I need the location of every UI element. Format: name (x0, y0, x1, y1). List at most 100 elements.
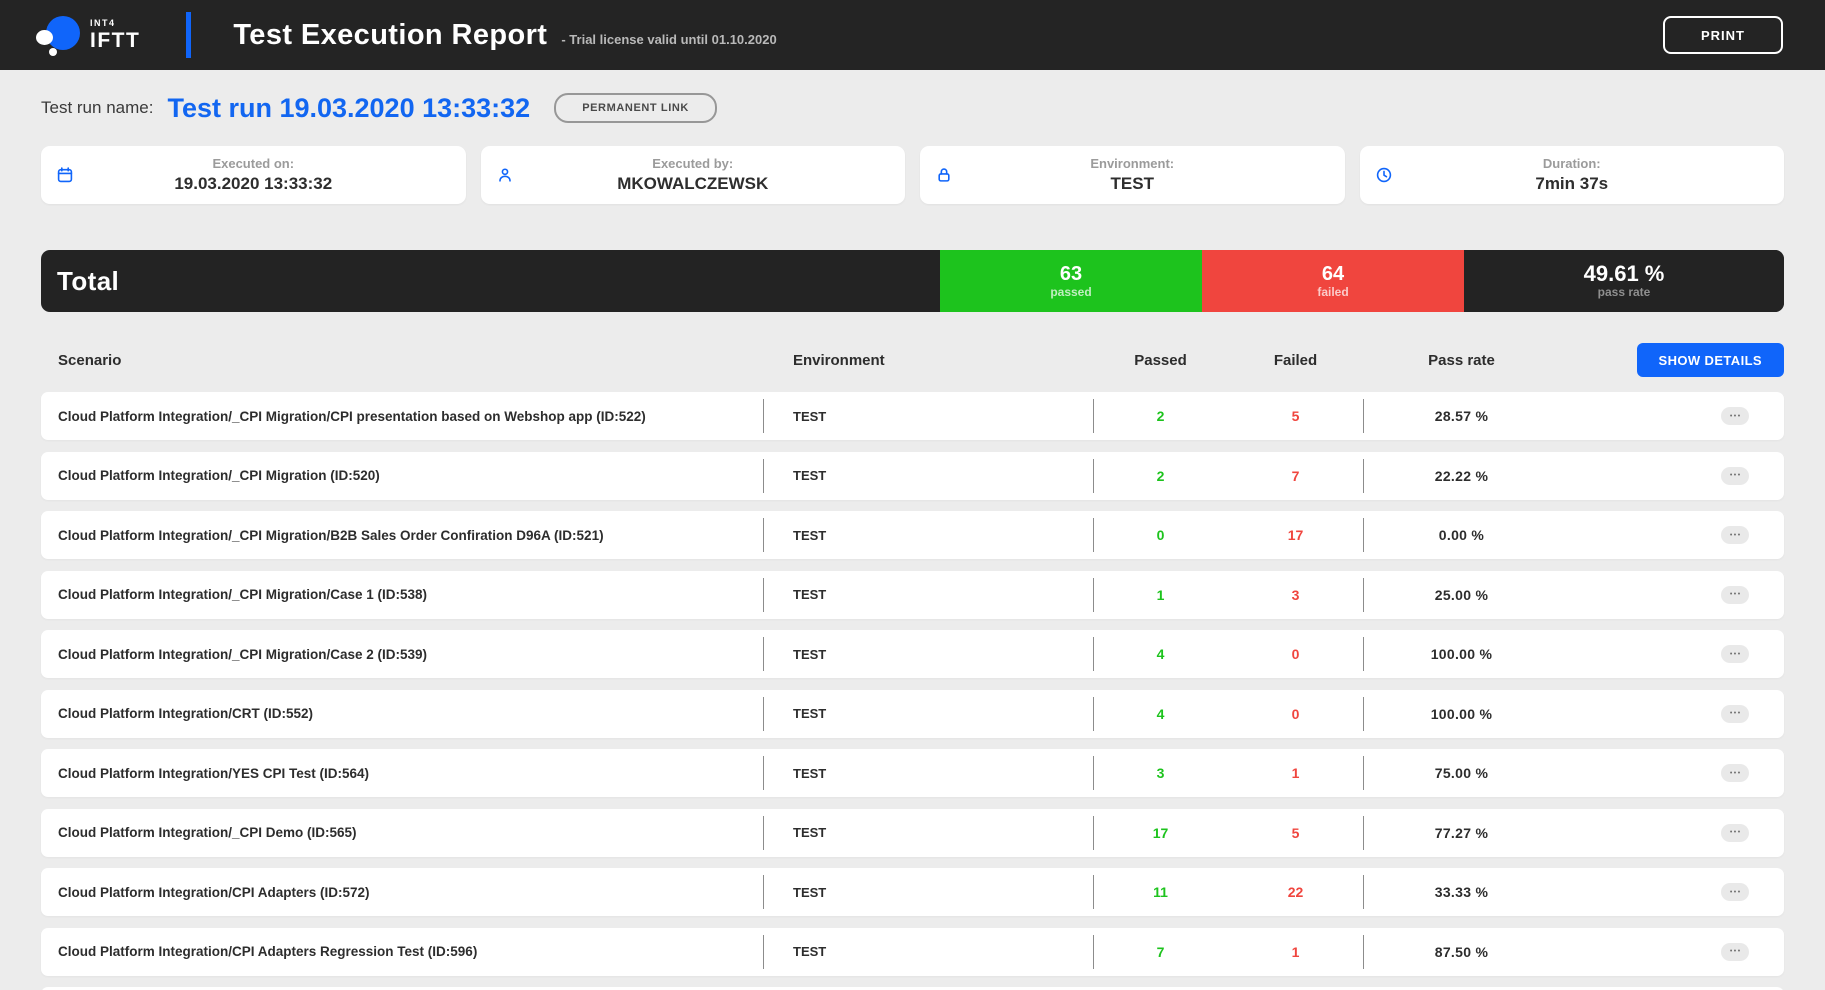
pass-rate-cell: 28.57 % (1363, 408, 1560, 424)
failed-cell: 5 (1228, 825, 1363, 841)
row-actions-button[interactable] (1721, 467, 1749, 485)
logo-white-circle (36, 30, 53, 45)
row-actions-button[interactable] (1721, 943, 1749, 961)
environment-column-header: Environment (763, 352, 1093, 369)
failed-cell: 7 (1228, 468, 1363, 484)
row-actions-button[interactable] (1721, 705, 1749, 723)
card-value: TEST (1111, 174, 1154, 194)
column-divider (763, 518, 764, 552)
total-failed-value: 64 (1322, 263, 1344, 285)
pass-rate-cell: 22.22 % (1363, 468, 1560, 484)
table-row: Cloud Platform Integration/_CPI Migratio… (41, 392, 1784, 440)
passed-cell: 7 (1093, 944, 1228, 960)
passed-cell: 3 (1093, 765, 1228, 781)
page-title: Test Execution Report (233, 19, 547, 52)
row-actions-button[interactable] (1721, 824, 1749, 842)
int4-blob-icon (36, 12, 80, 58)
column-divider (763, 637, 764, 671)
info-cards-row: Executed on: 19.03.2020 13:33:32 Execute… (41, 146, 1784, 204)
column-divider (1093, 399, 1094, 433)
row-actions-button[interactable] (1721, 407, 1749, 425)
row-actions-button[interactable] (1721, 883, 1749, 901)
table-row: Cloud Platform Integration/_CPI Migratio… (41, 511, 1784, 559)
table-row: Cloud Platform Integration/_CPI Migratio… (41, 452, 1784, 500)
failed-cell: 22 (1228, 884, 1363, 900)
print-button[interactable]: PRINT (1663, 16, 1783, 54)
passed-cell: 0 (1093, 527, 1228, 543)
card-label: Duration: (1543, 156, 1601, 171)
card-label: Executed on: (212, 156, 294, 171)
row-actions-button[interactable] (1721, 526, 1749, 544)
scenario-cell: Cloud Platform Integration/_CPI Demo (ID… (41, 825, 763, 840)
column-divider (763, 459, 764, 493)
permanent-link-button[interactable]: PERMANENT LINK (554, 93, 717, 123)
scenario-cell: Cloud Platform Integration/_CPI Migratio… (41, 468, 763, 483)
scenario-cell: Cloud Platform Integration/CRT (ID:552) (41, 706, 763, 721)
column-divider (763, 756, 764, 790)
pass-rate-cell: 25.00 % (1363, 587, 1560, 603)
failed-cell: 5 (1228, 408, 1363, 424)
failed-column-header: Failed (1228, 352, 1363, 369)
total-passed-value: 63 (1060, 263, 1082, 285)
total-pass-rate-value: 49.61 % (1584, 263, 1665, 285)
column-divider (763, 875, 764, 909)
total-pass-rate-label: pass rate (1598, 285, 1651, 300)
card-value: 7min 37s (1535, 174, 1608, 194)
column-divider (763, 578, 764, 612)
table-row: Cloud Platform Integration/YES CPI Test … (41, 749, 1784, 797)
scenario-cell: Cloud Platform Integration/_CPI Migratio… (41, 587, 763, 602)
scenario-column-header: Scenario (41, 352, 763, 369)
total-failed-segment: 64 failed (1202, 250, 1464, 312)
executed-by-card: Executed by: MKOWALCZEWSK (481, 146, 906, 204)
column-divider (1093, 518, 1094, 552)
failed-cell: 1 (1228, 765, 1363, 781)
column-divider (1363, 578, 1364, 612)
card-value: 19.03.2020 13:33:32 (174, 174, 332, 194)
table-row: Cloud Platform Integration/_CPI Migratio… (41, 630, 1784, 678)
column-divider (1363, 816, 1364, 850)
scenario-cell: Cloud Platform Integration/_CPI Migratio… (41, 409, 763, 424)
table-row: Cloud Platform Integration/CPI Adapters … (41, 928, 1784, 976)
column-divider (763, 697, 764, 731)
failed-cell: 1 (1228, 944, 1363, 960)
executed-on-card: Executed on: 19.03.2020 13:33:32 (41, 146, 466, 204)
show-details-button[interactable]: SHOW DETAILS (1637, 343, 1785, 377)
column-divider (1093, 756, 1094, 790)
environment-cell: TEST (763, 706, 1093, 721)
pass-rate-cell: 0.00 % (1363, 527, 1560, 543)
header-blue-divider (186, 12, 191, 58)
environment-cell: TEST (763, 766, 1093, 781)
environment-cell: TEST (763, 944, 1093, 959)
table-row: Cloud Platform Integration/CRT (ID:552) … (41, 690, 1784, 738)
passed-cell: 17 (1093, 825, 1228, 841)
column-divider (1093, 935, 1094, 969)
column-divider (1093, 459, 1094, 493)
test-run-name-row: Test run name: Test run 19.03.2020 13:33… (41, 90, 1784, 126)
pass-rate-cell: 33.33 % (1363, 884, 1560, 900)
table-row: Cloud Platform Integration/CPI Adapters … (41, 868, 1784, 916)
environment-cell: TEST (763, 587, 1093, 602)
pass-rate-cell: 77.27 % (1363, 825, 1560, 841)
scenario-cell: Cloud Platform Integration/CPI Adapters … (41, 885, 763, 900)
total-passed-label: passed (1050, 285, 1091, 300)
column-divider (1363, 935, 1364, 969)
row-actions-button[interactable] (1721, 645, 1749, 663)
row-actions-button[interactable] (1721, 586, 1749, 604)
column-divider (1093, 697, 1094, 731)
column-divider (1093, 637, 1094, 671)
total-failed-label: failed (1317, 285, 1348, 300)
calendar-icon (57, 167, 73, 183)
test-run-name-value: Test run 19.03.2020 13:33:32 (167, 93, 530, 124)
column-divider (1363, 875, 1364, 909)
failed-cell: 0 (1228, 646, 1363, 662)
scenario-table-body: Cloud Platform Integration/_CPI Migratio… (41, 392, 1784, 976)
logo-text: INT4 IFTT (90, 19, 140, 51)
scenario-cell: Cloud Platform Integration/CPI Adapters … (41, 944, 763, 959)
logo-brand-large: IFTT (90, 30, 140, 51)
scenario-cell: Cloud Platform Integration/_CPI Migratio… (41, 647, 763, 662)
environment-cell: TEST (763, 885, 1093, 900)
passed-cell: 1 (1093, 587, 1228, 603)
scenario-cell: Cloud Platform Integration/_CPI Migratio… (41, 528, 763, 543)
row-actions-button[interactable] (1721, 764, 1749, 782)
scenario-table-header: Scenario Environment Passed Failed Pass … (41, 338, 1784, 382)
